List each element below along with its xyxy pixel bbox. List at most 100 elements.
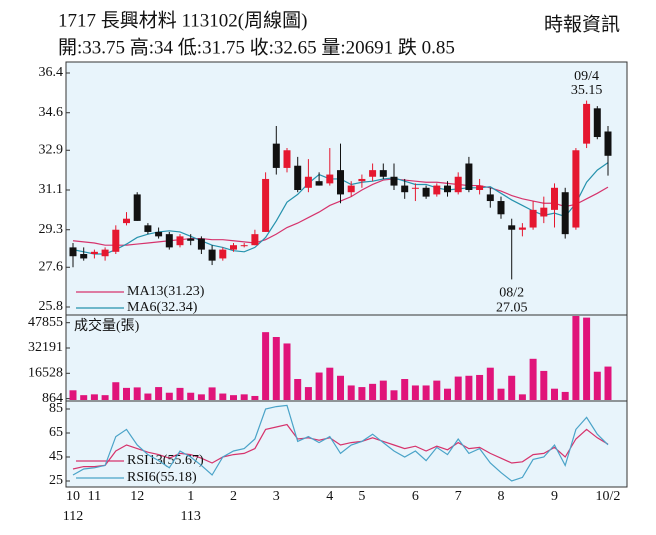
y-tick-label: 31.1 (39, 182, 64, 197)
volume-bar (133, 387, 141, 400)
volume-bar (262, 332, 270, 400)
candle-body (219, 249, 227, 259)
volume-bar (529, 358, 537, 400)
candle-body (572, 150, 580, 228)
volume-bar (304, 387, 312, 400)
volume-bar (347, 385, 355, 400)
volume-bar (444, 388, 451, 400)
candle-body (422, 187, 430, 197)
x-tick-label: 9 (551, 489, 558, 504)
volume-bar (144, 393, 152, 400)
candle-body (465, 163, 473, 190)
x-tick-label: 2 (230, 489, 237, 504)
volume-bar (197, 394, 205, 400)
candle-body (529, 209, 537, 228)
volume-bar (230, 395, 237, 400)
y-tick-label: 32.9 (39, 142, 64, 157)
candle-body (326, 174, 334, 184)
candle-body (251, 234, 259, 246)
y-tick-label: 29.3 (39, 222, 64, 237)
volume-bar (240, 394, 248, 400)
candle-body (476, 185, 484, 190)
candle-body (165, 234, 173, 248)
annotation-date: 08/2 (499, 286, 524, 301)
candle-body (540, 207, 548, 217)
candle-body (347, 185, 355, 193)
candle-body (101, 249, 109, 257)
volume-bar (123, 387, 130, 400)
candle-body (369, 170, 377, 177)
volume-bar (497, 388, 505, 400)
y-tick-label: 36.4 (39, 65, 64, 80)
x-tick-label: 10/2 (596, 489, 621, 504)
x-tick-label: 11 (88, 489, 101, 504)
candle-body (262, 178, 270, 232)
chart-title: 1717 長興材料 113102(周線圖) (58, 9, 307, 31)
x-tick-label: 7 (455, 489, 462, 504)
candle-body (518, 227, 526, 230)
volume-bar (379, 380, 387, 400)
volume-bar (187, 392, 195, 400)
volume-bar (508, 375, 516, 400)
candle-body (197, 238, 205, 250)
panel-title: 成交量(張) (74, 317, 140, 334)
candle-body (379, 170, 387, 177)
rsi-line (72, 423, 609, 470)
candle-body (272, 143, 280, 168)
candle-body (454, 176, 462, 193)
candle-body (112, 229, 120, 252)
volume-bar (561, 391, 569, 400)
candle-body (176, 236, 184, 246)
volume-bar (476, 374, 484, 400)
candle-body (604, 131, 612, 156)
volume-bar (165, 392, 173, 400)
source: 時報資訊 (544, 13, 620, 35)
volume-bar (401, 379, 409, 400)
candle-body (390, 176, 398, 186)
volume-bar (69, 390, 77, 400)
x-tick-label: 3 (273, 489, 280, 504)
candle-body (304, 176, 312, 188)
y-tick-label: 16528 (28, 366, 63, 381)
legend-label: MA13(31.23) (127, 284, 205, 299)
candle-body (401, 185, 409, 193)
volume-bar (294, 379, 302, 400)
volume-bar (208, 387, 216, 400)
candle-body (508, 225, 516, 230)
x-tick-label: 8 (498, 489, 505, 504)
legend-label: RSI6(55.18) (127, 470, 197, 485)
volume-bar (272, 337, 280, 400)
y-tick-label: 32191 (28, 340, 63, 355)
x-tick-label: 12 (130, 489, 144, 504)
volume-bar (369, 383, 377, 400)
y-tick-label: 34.6 (39, 105, 64, 120)
x-tick-label: 6 (412, 489, 419, 504)
volume-bar (283, 343, 291, 400)
annotation-date: 09/4 (574, 69, 599, 84)
candle-body (561, 192, 569, 235)
candle-body (315, 181, 323, 186)
annotation-value: 35.15 (571, 83, 603, 98)
volume-bar (337, 375, 344, 400)
y-tick-label: 25.8 (39, 299, 64, 314)
rsi-line (72, 404, 609, 482)
y-tick-label: 25 (49, 473, 63, 488)
x-tick-label: 4 (326, 489, 333, 504)
annotation-value: 27.05 (496, 301, 528, 316)
volume-bar (390, 390, 398, 400)
volume-bar (251, 395, 259, 400)
volume-bar (465, 375, 473, 400)
candle-body (90, 251, 98, 255)
volume-bar (411, 385, 419, 400)
y-tick-label: 27.6 (39, 259, 64, 274)
plot-frame (65, 61, 628, 488)
candle-body (155, 231, 163, 237)
candle-body (144, 225, 152, 232)
volume-bar (101, 395, 109, 400)
candle-body (433, 185, 441, 195)
candle-body (411, 187, 419, 189)
candle-body (593, 108, 601, 138)
candle-body (208, 249, 216, 261)
